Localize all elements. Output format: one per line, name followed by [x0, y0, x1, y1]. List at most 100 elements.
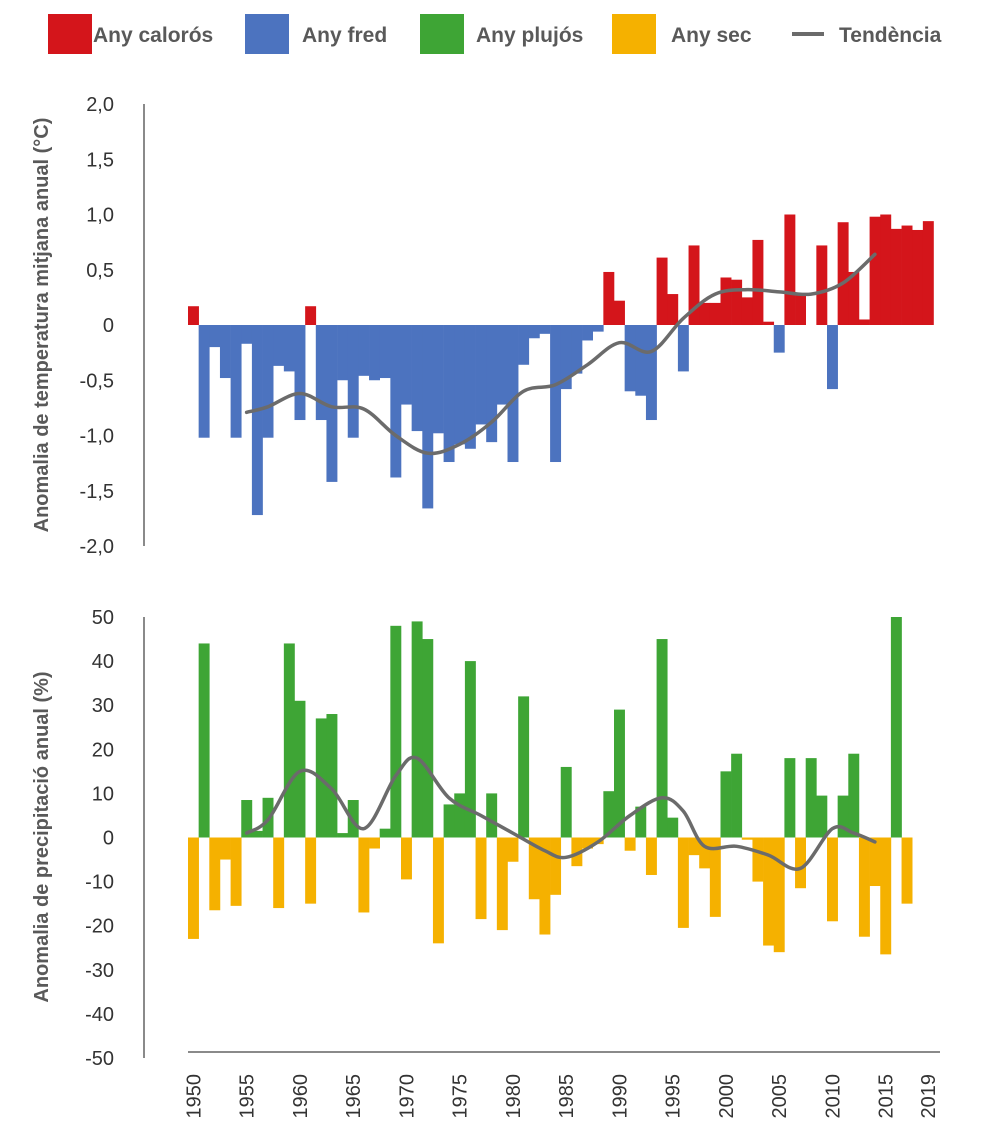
temperature-bar-1990 — [614, 300, 625, 325]
temperature-y-tick-label: 2,0 — [86, 94, 114, 116]
x-tick-label: 1950 — [183, 1074, 205, 1119]
precipitation-y-tick-label: 10 — [92, 783, 114, 805]
temperature-bar-1950 — [188, 306, 199, 325]
legend-swatch-trend — [792, 32, 824, 36]
temperature-bar-2016 — [890, 228, 902, 325]
temperature-bar-1975 — [454, 325, 466, 445]
temperature-bar-1983 — [539, 325, 551, 334]
legend-swatch-wet — [420, 14, 464, 54]
temperature-bar-1978 — [486, 325, 498, 443]
precipitation-bar-1995 — [667, 817, 679, 838]
precipitation-bar-1961 — [305, 837, 317, 904]
precipitation-bar-1958 — [273, 837, 285, 909]
legend-label-hot: Any calorós — [93, 24, 214, 47]
precipitation-bar-2014 — [869, 837, 881, 887]
temperature-trend-line — [244, 252, 877, 456]
temperature-bar-1974 — [443, 325, 455, 463]
temperature-bar-1973 — [432, 325, 444, 434]
temperature-bar-2006 — [784, 214, 796, 325]
x-tick-label: 2005 — [769, 1074, 791, 1119]
x-tick-label: 2000 — [716, 1074, 738, 1119]
precipitation-bar-1950 — [188, 837, 199, 939]
x-tick-label: 1960 — [290, 1074, 312, 1119]
precipitation-y-tick-label: -20 — [85, 916, 114, 938]
precipitation-bar-1976 — [464, 661, 476, 838]
temperature-bar-1997 — [688, 245, 700, 325]
precipitation-bar-1956 — [251, 830, 263, 838]
temperature-y-tick-label: 0 — [103, 315, 114, 337]
precipitation-bar-1977 — [475, 837, 487, 920]
temperature-bar-2000 — [720, 277, 732, 325]
temperature-bar-1980 — [507, 325, 519, 463]
precipitation-bar-1951 — [198, 643, 210, 838]
temperature-bar-1952 — [209, 325, 221, 348]
precipitation-bar-1952 — [209, 837, 221, 911]
temperature-bar-1959 — [283, 325, 295, 372]
legend-swatch-dry — [612, 14, 656, 54]
precipitation-bar-1970 — [401, 837, 412, 880]
x-tick-label: 1975 — [450, 1074, 472, 1119]
temperature-bar-1968 — [379, 325, 391, 379]
temperature-bar-1982 — [528, 325, 540, 339]
precipitation-bar-1987 — [582, 837, 593, 849]
precipitation-bar-2004 — [763, 837, 775, 946]
x-tick-label: 1985 — [556, 1074, 578, 1119]
precipitation-bar-1968 — [379, 828, 391, 838]
precipitation-bar-1991 — [624, 837, 636, 851]
temperature-bar-1966 — [358, 325, 370, 376]
precipitation-bar-2001 — [731, 753, 743, 838]
legend-label-trend: Tendència — [839, 24, 942, 47]
precipitation-bar-2007 — [795, 837, 806, 889]
precipitation-bar-1990 — [614, 709, 625, 838]
temperature-bar-1958 — [273, 325, 285, 366]
precipitation-bar-2002 — [741, 837, 753, 840]
temperature-bar-2019 — [922, 221, 934, 325]
precipitation-bar-2013 — [858, 837, 870, 937]
temperature-bar-1972 — [422, 325, 434, 509]
precipitation-bar-1989 — [603, 791, 615, 838]
temperature-bar-2003 — [752, 239, 764, 325]
x-tick-label: 1995 — [663, 1074, 685, 1119]
x-tick-label: 1980 — [503, 1074, 525, 1119]
temperature-bar-1994 — [656, 257, 668, 325]
precipitation-bar-1955 — [241, 800, 253, 838]
precipitation-y-tick-label: -40 — [85, 1004, 114, 1026]
precipitation-y-tick-label: 0 — [103, 828, 114, 850]
precipitation-bar-1996 — [677, 837, 689, 928]
x-tick-label: 1990 — [609, 1074, 631, 1119]
temperature-bar-1957 — [262, 325, 274, 438]
precipitation-bar-1969 — [390, 625, 402, 838]
precipitation-bar-1986 — [571, 837, 583, 867]
x-tick-label: 1965 — [343, 1074, 365, 1119]
precipitation-y-tick-label: -10 — [85, 872, 114, 894]
temperature-bar-2013 — [858, 319, 870, 325]
temperature-bar-1993 — [645, 325, 657, 421]
temperature-bar-2012 — [848, 271, 860, 325]
temperature-bar-1992 — [635, 325, 647, 396]
precipitation-bar-2017 — [901, 837, 913, 904]
legend-label-cold: Any fred — [302, 24, 388, 47]
temperature-y-tick-label: -2,0 — [80, 536, 114, 558]
precipitation-bar-2005 — [773, 837, 785, 953]
precipitation-bar-1972 — [422, 639, 434, 838]
temperature-bar-2002 — [741, 297, 753, 326]
legend-label-dry: Any sec — [671, 24, 752, 47]
precipitation-bar-1980 — [507, 837, 519, 862]
precipitation-bar-1979 — [496, 837, 508, 931]
temperature-bar-1999 — [709, 302, 721, 325]
legend-swatch-hot — [48, 14, 92, 54]
temperature-bar-1971 — [411, 325, 423, 432]
precipitation-y-tick-label: -30 — [85, 960, 114, 982]
precipitation-bar-1960 — [294, 700, 306, 838]
temperature-bar-1963 — [326, 325, 338, 482]
temperature-y-tick-label: -1,5 — [80, 481, 114, 503]
temperature-bar-1969 — [390, 325, 402, 478]
precipitation-bar-1954 — [230, 837, 242, 906]
precipitation-bar-1975 — [454, 793, 466, 838]
precipitation-bar-1964 — [337, 833, 349, 838]
temperature-bar-1981 — [518, 325, 530, 365]
legend: Any calorós Any fred Any plujós Any sec … — [0, 8, 984, 54]
precipitation-anomaly-chart: Anomalia de precipitació anual (%) 50 40 3… — [31, 607, 940, 1119]
temperature-bar-1965 — [347, 325, 359, 438]
